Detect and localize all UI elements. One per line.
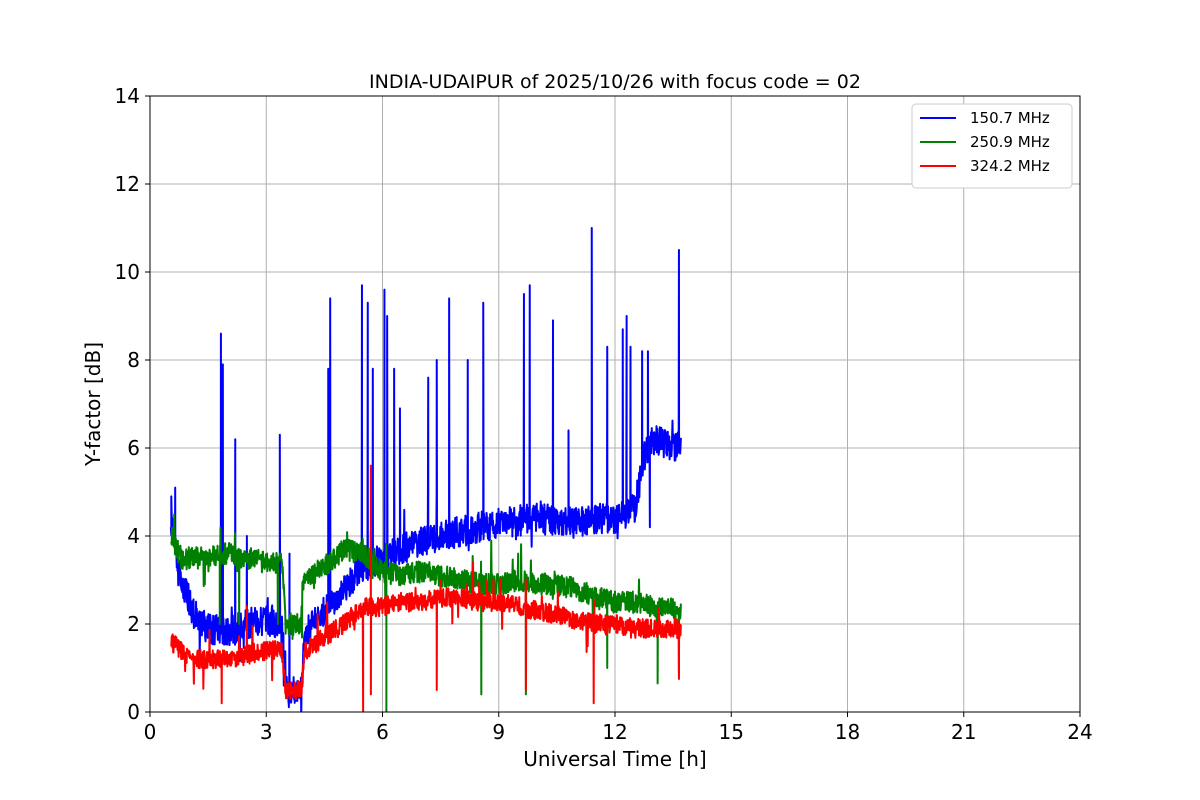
y-tick-label: 10 bbox=[115, 260, 140, 284]
y-tick-label: 4 bbox=[127, 524, 140, 548]
y-tick-label: 8 bbox=[127, 348, 140, 372]
y-axis-label: Y-factor [dB] bbox=[81, 342, 105, 467]
y-tick-label: 2 bbox=[127, 612, 140, 636]
legend: 150.7 MHz 250.9 MHz 324.2 MHz bbox=[911, 103, 1073, 189]
y-tick-label: 0 bbox=[127, 700, 140, 724]
y-tick-label: 6 bbox=[127, 436, 140, 460]
series-layer bbox=[169, 227, 682, 712]
legend-label: 250.9 MHz bbox=[970, 133, 1050, 151]
x-tick-label: 3 bbox=[260, 720, 273, 744]
x-tick-label: 12 bbox=[602, 720, 627, 744]
x-tick-label: 9 bbox=[492, 720, 505, 744]
legend-label: 150.7 MHz bbox=[970, 109, 1050, 127]
x-axis-label: Universal Time [h] bbox=[523, 747, 706, 771]
y-tick-label: 14 bbox=[115, 84, 140, 108]
series-line-150-7-mhz bbox=[169, 227, 682, 712]
x-tick-label: 0 bbox=[144, 720, 157, 744]
x-tick-label: 24 bbox=[1067, 720, 1092, 744]
legend-label: 324.2 MHz bbox=[970, 157, 1050, 175]
x-tick-label: 21 bbox=[951, 720, 976, 744]
series-line-324-2-mhz bbox=[170, 464, 682, 712]
x-tick-label: 6 bbox=[376, 720, 389, 744]
y-tick-label: 12 bbox=[115, 172, 140, 196]
series-line-250-9-mhz bbox=[170, 513, 682, 712]
x-tick-label: 18 bbox=[835, 720, 860, 744]
x-tick-label: 15 bbox=[719, 720, 744, 744]
chart-title: INDIA-UDAIPUR of 2025/10/26 with focus c… bbox=[369, 71, 861, 93]
